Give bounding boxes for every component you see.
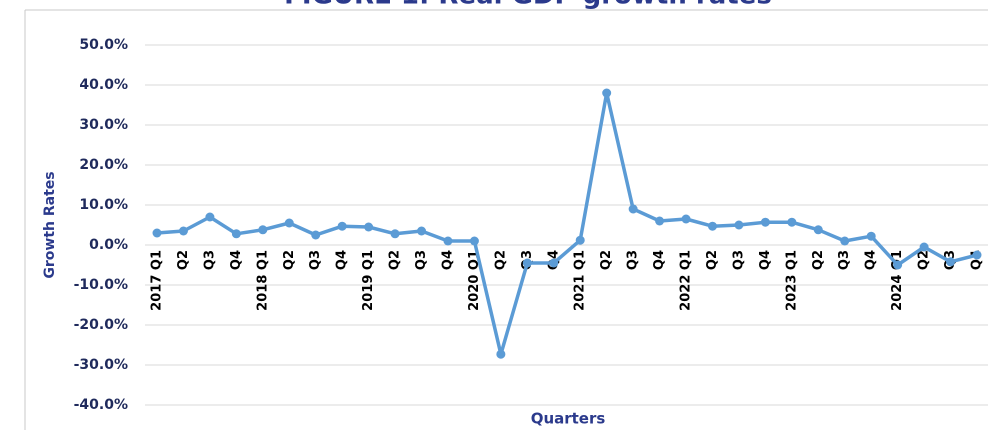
data-point xyxy=(258,225,268,235)
data-point xyxy=(787,217,797,227)
data-point xyxy=(628,204,638,214)
chart-title: FIGURE 1: Real GDP growth rates xyxy=(284,0,772,11)
data-point xyxy=(707,221,717,231)
x-tick-label: Q3 xyxy=(414,250,429,270)
series-line xyxy=(156,91,978,356)
data-point xyxy=(417,226,427,236)
data-point xyxy=(390,229,400,239)
y-tick-label: -40.0% xyxy=(74,397,128,413)
x-tick-label: 2018 Q1 xyxy=(255,250,270,311)
x-tick-label: Q4 xyxy=(440,250,455,270)
x-axis-title: Quarters xyxy=(531,410,606,428)
x-tick-label: Q2 xyxy=(388,250,403,270)
x-tick-label: Q2 xyxy=(811,250,826,270)
x-tick-label: Q3 xyxy=(626,250,641,270)
data-point xyxy=(813,225,823,235)
data-point xyxy=(469,236,479,246)
x-tick-label: Q2 xyxy=(493,250,508,270)
x-tick-label: Q3 xyxy=(202,250,217,270)
x-tick-label: Q3 xyxy=(731,250,746,270)
y-tick-label: -30.0% xyxy=(74,357,128,373)
data-point xyxy=(919,242,929,252)
x-tick-label: Q2 xyxy=(176,250,191,270)
data-point xyxy=(337,221,347,231)
x-tick-label: 2023 Q1 xyxy=(784,250,799,311)
x-tick-label: 2022 Q1 xyxy=(679,250,694,311)
x-tick-label: Q4 xyxy=(758,250,773,270)
data-point xyxy=(522,258,532,268)
data-point xyxy=(364,222,374,232)
x-tick-label: Q2 xyxy=(282,250,297,270)
data-point xyxy=(152,228,162,238)
data-point xyxy=(946,257,956,267)
data-point xyxy=(178,226,188,236)
x-tick-label: 2017 Q1 xyxy=(150,250,165,311)
x-tick-label: Q4 xyxy=(652,250,667,270)
data-point xyxy=(760,217,770,227)
y-tick-label: 30.0% xyxy=(79,117,128,133)
data-point xyxy=(893,260,903,270)
x-tick-label: 2021 Q1 xyxy=(573,250,588,311)
data-point xyxy=(311,230,321,240)
data-point xyxy=(549,258,559,268)
y-axis-title: Growth Rates xyxy=(42,171,58,278)
data-point xyxy=(496,349,506,359)
x-tick-label: 2020 Q1 xyxy=(467,250,482,311)
data-point xyxy=(284,218,294,228)
data-point xyxy=(972,250,982,260)
x-tick-label: Q4 xyxy=(335,250,350,270)
y-tick-label: 40.0% xyxy=(79,77,128,93)
data-point xyxy=(443,236,453,246)
data-point xyxy=(866,231,876,241)
data-point xyxy=(231,229,241,239)
data-point xyxy=(681,214,691,224)
y-tick-label: 10.0% xyxy=(79,197,128,213)
y-tick-label: -20.0% xyxy=(74,317,128,333)
x-tick-label: Q2 xyxy=(705,250,720,270)
x-tick-label: Q4 xyxy=(864,250,879,270)
y-tick-label: 50.0% xyxy=(79,37,128,53)
x-tick-label: Q4 xyxy=(229,250,244,270)
x-tick-label: Q2 xyxy=(917,250,932,270)
data-point xyxy=(602,88,612,98)
data-point xyxy=(655,216,665,226)
y-tick-label: -10.0% xyxy=(74,277,128,293)
data-point xyxy=(575,235,585,245)
x-tick-label: 2019 Q1 xyxy=(361,250,376,311)
x-tick-label: Q3 xyxy=(837,250,852,270)
data-point xyxy=(205,212,215,222)
y-tick-label: 20.0% xyxy=(79,157,128,173)
x-tick-label: Q2 xyxy=(599,250,614,270)
data-point xyxy=(734,220,744,230)
data-point xyxy=(840,236,850,246)
y-tick-label: 0.0% xyxy=(89,237,128,253)
x-tick-label: Q3 xyxy=(308,250,323,270)
